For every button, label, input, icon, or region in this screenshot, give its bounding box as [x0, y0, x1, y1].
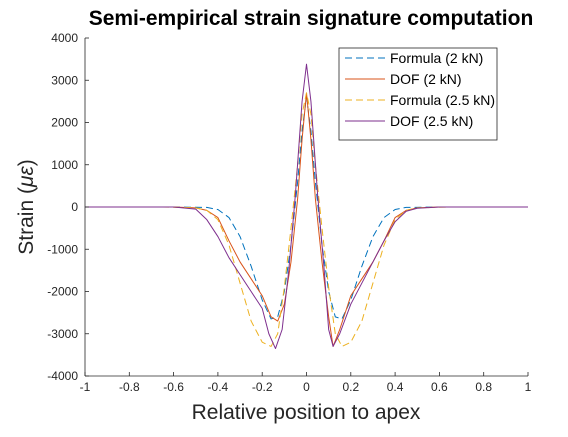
x-ticks: -1 -0.8 -0.6 -0.4 -0.2 0 0.2 0.4 0.6 0.8 1 — [80, 372, 532, 394]
chart-title: Semi-empirical strain signature computat… — [89, 7, 534, 30]
legend-entry-label: DOF (2 kN) — [390, 71, 462, 87]
series-line-4 — [85, 63, 528, 350]
y-tick-label: -2000 — [47, 285, 78, 299]
y-axis-label-symbol: με — [15, 166, 38, 189]
y-tick-label: -4000 — [47, 369, 78, 383]
legend-entry-label: DOF (2.5 kN) — [390, 113, 473, 129]
y-tick-label: 3000 — [51, 73, 78, 87]
y-axis-label-suffix: ) — [15, 159, 38, 166]
y-tick-label: 0 — [71, 200, 78, 214]
x-tick-label: 0.4 — [387, 380, 404, 394]
x-tick-label: -0.2 — [252, 380, 273, 394]
series-line-3 — [85, 92, 528, 347]
legend-entry-label: Formula (2 kN) — [390, 50, 483, 66]
y-tick-label: 1000 — [51, 158, 78, 172]
legend-entry-label: Formula (2.5 kN) — [390, 92, 495, 108]
x-tick-label: 0 — [303, 380, 310, 394]
y-axis-label: Strain (με) — [15, 159, 38, 254]
y-tick-label: -1000 — [47, 242, 78, 256]
x-tick-label: 0.2 — [342, 380, 359, 394]
y-tick-label: -3000 — [47, 327, 78, 341]
x-tick-label: -0.6 — [163, 380, 184, 394]
x-tick-label: 0.8 — [475, 380, 492, 394]
x-tick-label: -0.8 — [119, 380, 140, 394]
y-tick-label: 2000 — [51, 116, 78, 130]
legend-box — [338, 47, 498, 141]
legend: Formula (2 kN) DOF (2 kN) Formula (2.5 kN)… — [338, 47, 498, 141]
x-tick-label: -0.4 — [208, 380, 229, 394]
series-layer — [85, 63, 528, 350]
y-ticks: -4000 -3000 -2000 -1000 0 1000 2000 3000 4000 — [47, 31, 89, 383]
x-tick-label: 0.6 — [431, 380, 448, 394]
y-tick-label: 4000 — [51, 31, 78, 45]
y-axis-label-prefix: Strain ( — [15, 187, 38, 255]
x-axis-label: Relative position to apex — [192, 401, 421, 424]
x-tick-label: -1 — [80, 380, 91, 394]
x-tick-label: 1 — [525, 380, 532, 394]
